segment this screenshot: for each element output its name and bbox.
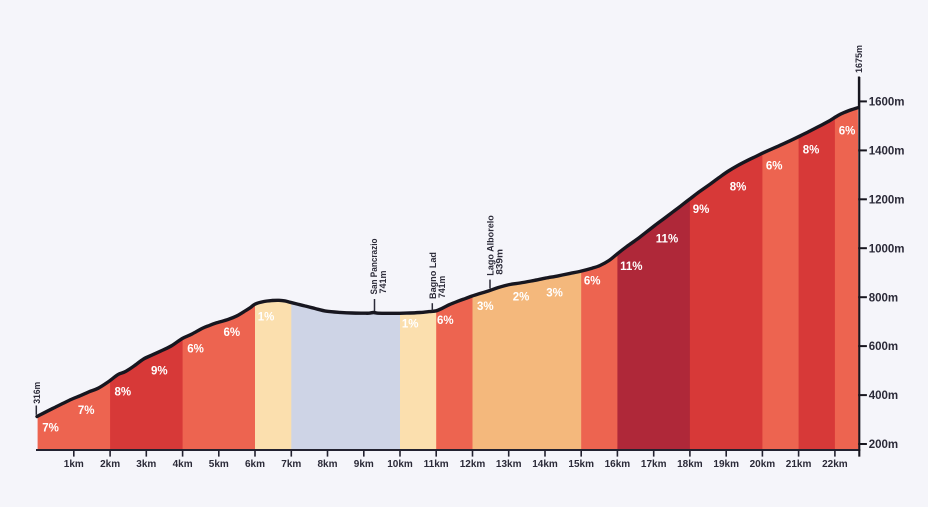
svg-text:7%: 7% [42,423,59,435]
svg-text:1675m: 1675m [854,45,865,73]
svg-text:1%: 1% [258,312,275,324]
svg-text:17km: 17km [641,459,667,470]
svg-text:8%: 8% [114,387,131,399]
svg-text:11%: 11% [620,261,642,273]
svg-text:8%: 8% [803,145,820,157]
svg-text:4km: 4km [173,459,193,470]
svg-text:1400m: 1400m [869,146,905,158]
svg-text:10km: 10km [387,459,413,470]
svg-text:6km: 6km [245,459,265,470]
svg-text:1%: 1% [402,319,419,331]
svg-text:9%: 9% [693,204,710,216]
svg-text:9%: 9% [151,366,168,378]
svg-text:15km: 15km [568,459,594,470]
svg-text:6%: 6% [766,161,783,173]
svg-text:741m: 741m [378,271,389,294]
svg-text:200m: 200m [869,439,898,451]
svg-text:6%: 6% [839,125,856,137]
svg-text:1km: 1km [64,459,84,470]
svg-text:20km: 20km [750,459,776,470]
svg-text:316m: 316m [32,382,43,404]
svg-text:2km: 2km [100,459,120,470]
svg-text:6%: 6% [223,327,240,339]
svg-text:Lago Alborelo: Lago Alborelo [486,215,497,276]
svg-text:1600m: 1600m [869,97,905,109]
svg-text:7km: 7km [281,459,301,470]
svg-text:3%: 3% [546,287,563,299]
svg-text:7%: 7% [78,405,95,417]
svg-text:1000m: 1000m [869,243,905,255]
svg-text:16km: 16km [605,459,631,470]
svg-text:600m: 600m [869,341,898,353]
svg-text:1200m: 1200m [869,194,905,206]
svg-text:8km: 8km [317,459,337,470]
svg-text:5km: 5km [209,459,229,470]
svg-text:14km: 14km [532,459,558,470]
svg-text:San Pancrazio: San Pancrazio [369,238,380,294]
svg-text:8%: 8% [730,181,747,193]
svg-text:6%: 6% [437,315,454,327]
svg-text:19km: 19km [713,459,739,470]
svg-text:18km: 18km [677,459,703,470]
svg-text:741m: 741m [437,276,448,298]
svg-text:6%: 6% [187,344,204,356]
svg-text:21km: 21km [786,459,812,470]
svg-text:839m: 839m [495,249,506,275]
svg-text:Bagno Lad: Bagno Lad [428,252,439,299]
svg-text:3%: 3% [477,301,494,313]
svg-text:6%: 6% [584,275,601,287]
svg-text:9km: 9km [354,459,374,470]
svg-text:2%: 2% [513,292,530,304]
svg-text:11km: 11km [424,459,449,470]
svg-text:3km: 3km [136,459,156,470]
svg-text:13km: 13km [496,459,522,470]
svg-text:11%: 11% [656,234,678,246]
svg-text:22km: 22km [822,459,848,470]
svg-text:800m: 800m [869,292,898,304]
svg-text:12km: 12km [460,459,486,470]
svg-text:400m: 400m [869,390,898,402]
